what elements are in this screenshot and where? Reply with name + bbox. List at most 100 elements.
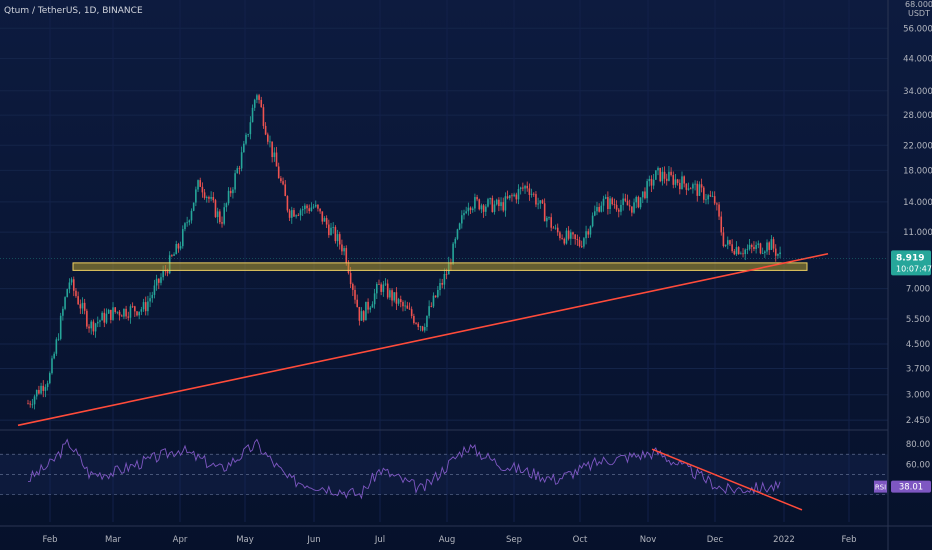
candle[interactable] xyxy=(502,197,505,213)
candle[interactable] xyxy=(670,167,672,177)
candle[interactable] xyxy=(563,237,566,246)
candle[interactable] xyxy=(369,305,372,313)
candle[interactable] xyxy=(79,299,82,314)
candle[interactable] xyxy=(129,304,132,324)
candle[interactable] xyxy=(689,187,692,190)
candle[interactable] xyxy=(729,239,731,246)
candle[interactable] xyxy=(253,98,256,111)
candle[interactable] xyxy=(530,188,533,198)
candle[interactable] xyxy=(539,200,542,209)
candle[interactable] xyxy=(345,245,348,266)
candle[interactable] xyxy=(27,399,29,405)
candle[interactable] xyxy=(406,301,409,309)
candle[interactable] xyxy=(247,133,249,138)
candle[interactable] xyxy=(498,197,500,212)
candle[interactable] xyxy=(240,146,243,172)
candle[interactable] xyxy=(397,297,400,306)
candle[interactable] xyxy=(386,279,389,300)
candle[interactable] xyxy=(493,200,496,215)
candle[interactable] xyxy=(38,385,40,395)
candle[interactable] xyxy=(620,199,622,216)
candle[interactable] xyxy=(698,181,701,197)
candle[interactable] xyxy=(310,202,313,212)
rsi-trendline[interactable] xyxy=(651,448,803,511)
candle[interactable] xyxy=(192,202,195,212)
candle[interactable] xyxy=(77,291,79,306)
candle[interactable] xyxy=(212,192,215,203)
candle[interactable] xyxy=(567,226,570,241)
candle[interactable] xyxy=(454,237,457,248)
candle[interactable] xyxy=(376,282,378,299)
candle[interactable] xyxy=(548,216,550,220)
candle[interactable] xyxy=(676,178,679,186)
candle[interactable] xyxy=(44,384,47,398)
candle[interactable] xyxy=(236,165,239,174)
candle[interactable] xyxy=(681,171,683,190)
candle[interactable] xyxy=(624,193,627,203)
candle[interactable] xyxy=(40,382,42,395)
candle[interactable] xyxy=(554,224,557,230)
candle[interactable] xyxy=(506,190,509,200)
candle[interactable] xyxy=(136,310,138,317)
candle[interactable] xyxy=(550,213,552,232)
candle[interactable] xyxy=(437,285,439,299)
candle[interactable] xyxy=(190,208,193,224)
candle[interactable] xyxy=(657,166,659,176)
candle[interactable] xyxy=(485,204,487,216)
candle[interactable] xyxy=(205,195,208,203)
candle[interactable] xyxy=(107,308,110,314)
candle[interactable] xyxy=(286,195,289,213)
candle[interactable] xyxy=(759,242,762,255)
candle[interactable] xyxy=(742,248,744,258)
candle[interactable] xyxy=(199,177,202,188)
candle[interactable] xyxy=(31,398,34,409)
candle[interactable] xyxy=(609,196,611,215)
candle[interactable] xyxy=(269,135,271,148)
candle[interactable] xyxy=(319,208,321,214)
candle[interactable] xyxy=(541,199,544,205)
candle[interactable] xyxy=(700,178,703,193)
candle-series[interactable] xyxy=(27,93,781,410)
candle[interactable] xyxy=(441,278,443,289)
candle[interactable] xyxy=(290,206,293,224)
candle[interactable] xyxy=(696,180,699,202)
candle[interactable] xyxy=(179,241,182,251)
candle[interactable] xyxy=(94,322,97,338)
candle[interactable] xyxy=(748,238,751,251)
candle[interactable] xyxy=(421,325,424,332)
candle[interactable] xyxy=(256,93,258,104)
candle[interactable] xyxy=(491,195,494,213)
candle[interactable] xyxy=(524,184,526,194)
rsi-pane[interactable] xyxy=(0,438,888,511)
candle[interactable] xyxy=(617,207,620,218)
candle[interactable] xyxy=(722,226,725,248)
candle[interactable] xyxy=(155,274,158,291)
candle[interactable] xyxy=(62,306,64,321)
candle[interactable] xyxy=(210,191,212,202)
candle[interactable] xyxy=(188,219,191,226)
candle[interactable] xyxy=(683,175,685,188)
candle[interactable] xyxy=(604,194,607,200)
candle[interactable] xyxy=(410,306,413,319)
candle[interactable] xyxy=(399,295,402,308)
candle[interactable] xyxy=(519,186,522,195)
candle[interactable] xyxy=(487,197,489,208)
candle[interactable] xyxy=(282,177,284,186)
candle[interactable] xyxy=(55,337,58,356)
candle[interactable] xyxy=(611,196,614,206)
candle[interactable] xyxy=(428,300,430,319)
candle[interactable] xyxy=(482,203,485,218)
candle[interactable] xyxy=(127,311,130,321)
candle[interactable] xyxy=(293,207,295,218)
candle[interactable] xyxy=(572,231,574,239)
candle[interactable] xyxy=(768,241,770,255)
candle[interactable] xyxy=(731,239,733,253)
candle[interactable] xyxy=(365,301,367,321)
candle[interactable] xyxy=(559,230,561,241)
candle[interactable] xyxy=(408,302,411,310)
candle[interactable] xyxy=(208,195,210,203)
candle[interactable] xyxy=(356,294,358,308)
candle[interactable] xyxy=(469,206,472,214)
candle[interactable] xyxy=(277,162,280,179)
candle[interactable] xyxy=(308,204,311,214)
